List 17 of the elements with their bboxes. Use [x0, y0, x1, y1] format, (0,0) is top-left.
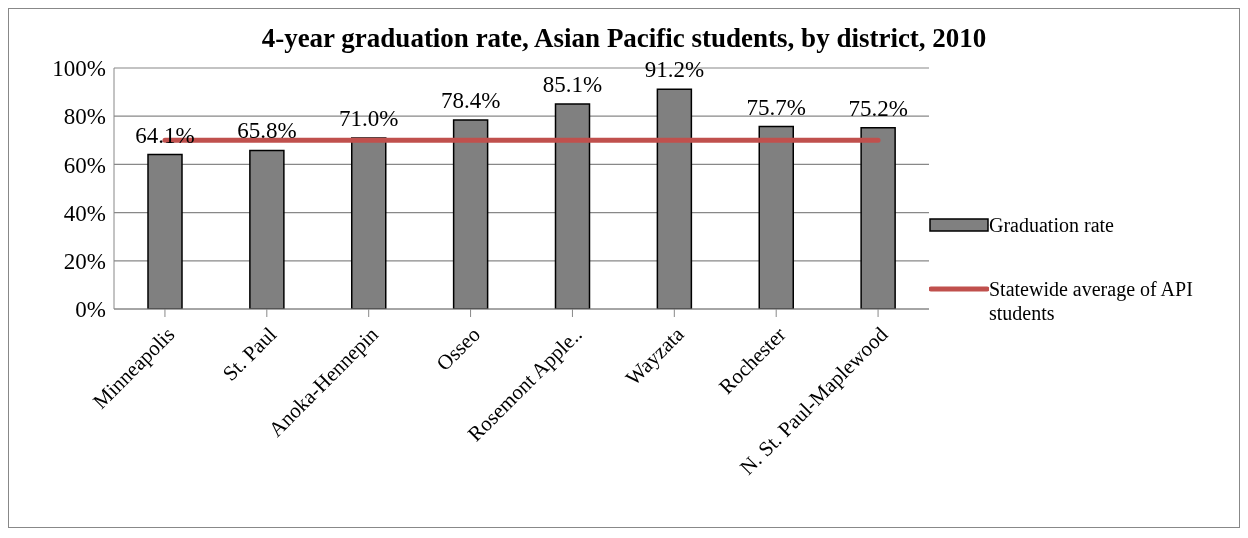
y-tick-label: 80% [63, 104, 106, 130]
data-label: 85.1% [542, 71, 603, 97]
y-tick-label: 0% [75, 297, 106, 323]
y-tick-label: 60% [63, 152, 106, 178]
legend-label: Statewide average of API students [989, 277, 1194, 325]
data-label: 78.4% [440, 88, 501, 114]
y-tick-label: 20% [63, 248, 106, 274]
data-label: 75.2% [848, 95, 908, 121]
data-label: 91.2% [644, 57, 705, 83]
y-tick-label: 100% [52, 56, 106, 82]
data-label: 64.1% [135, 122, 195, 148]
data-label: 75.7% [746, 94, 806, 120]
data-label: 65.8% [237, 118, 297, 144]
y-tick-label: 40% [63, 200, 106, 226]
data-label: 71.0% [339, 105, 399, 131]
legend-label: Graduation rate [989, 213, 1114, 237]
chart-title: 4-year graduation rate, Asian Pacific students, by district, 2010 [260, 23, 988, 54]
